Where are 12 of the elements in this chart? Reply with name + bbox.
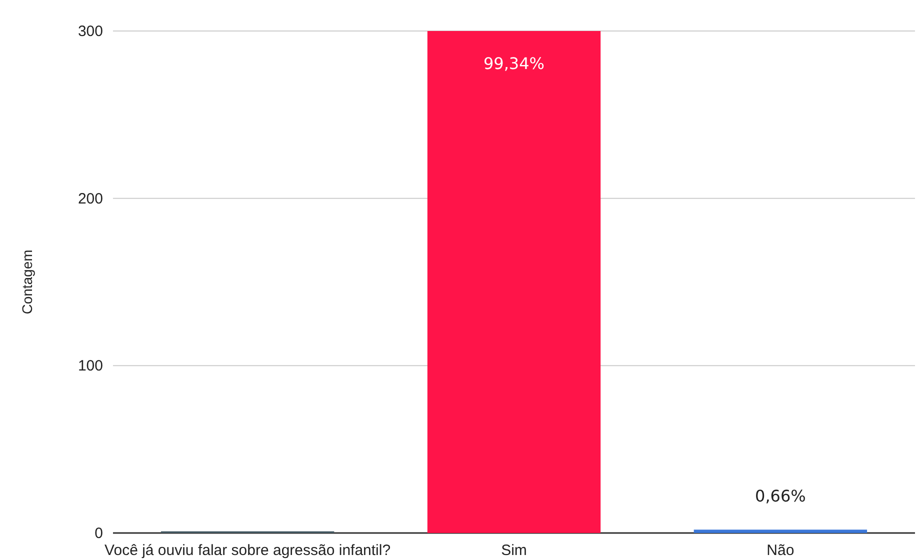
y-tick-label: 200 bbox=[78, 190, 103, 208]
x-tick-label: Sim bbox=[501, 542, 527, 559]
annotation: 99,34% bbox=[483, 54, 545, 73]
annotation: 0,66% bbox=[755, 486, 806, 506]
bar bbox=[694, 530, 868, 533]
y-tick-label: 0 bbox=[94, 525, 103, 542]
x-tick-label: Você já ouviu falar sobre agressão infantil? bbox=[104, 542, 391, 559]
y-tick-label: 100 bbox=[78, 358, 103, 375]
x-tick-label: Não bbox=[766, 542, 794, 559]
y-axis-title: Contagem bbox=[19, 250, 35, 314]
bar bbox=[427, 31, 601, 533]
y-tick-label: 300 bbox=[78, 23, 103, 40]
